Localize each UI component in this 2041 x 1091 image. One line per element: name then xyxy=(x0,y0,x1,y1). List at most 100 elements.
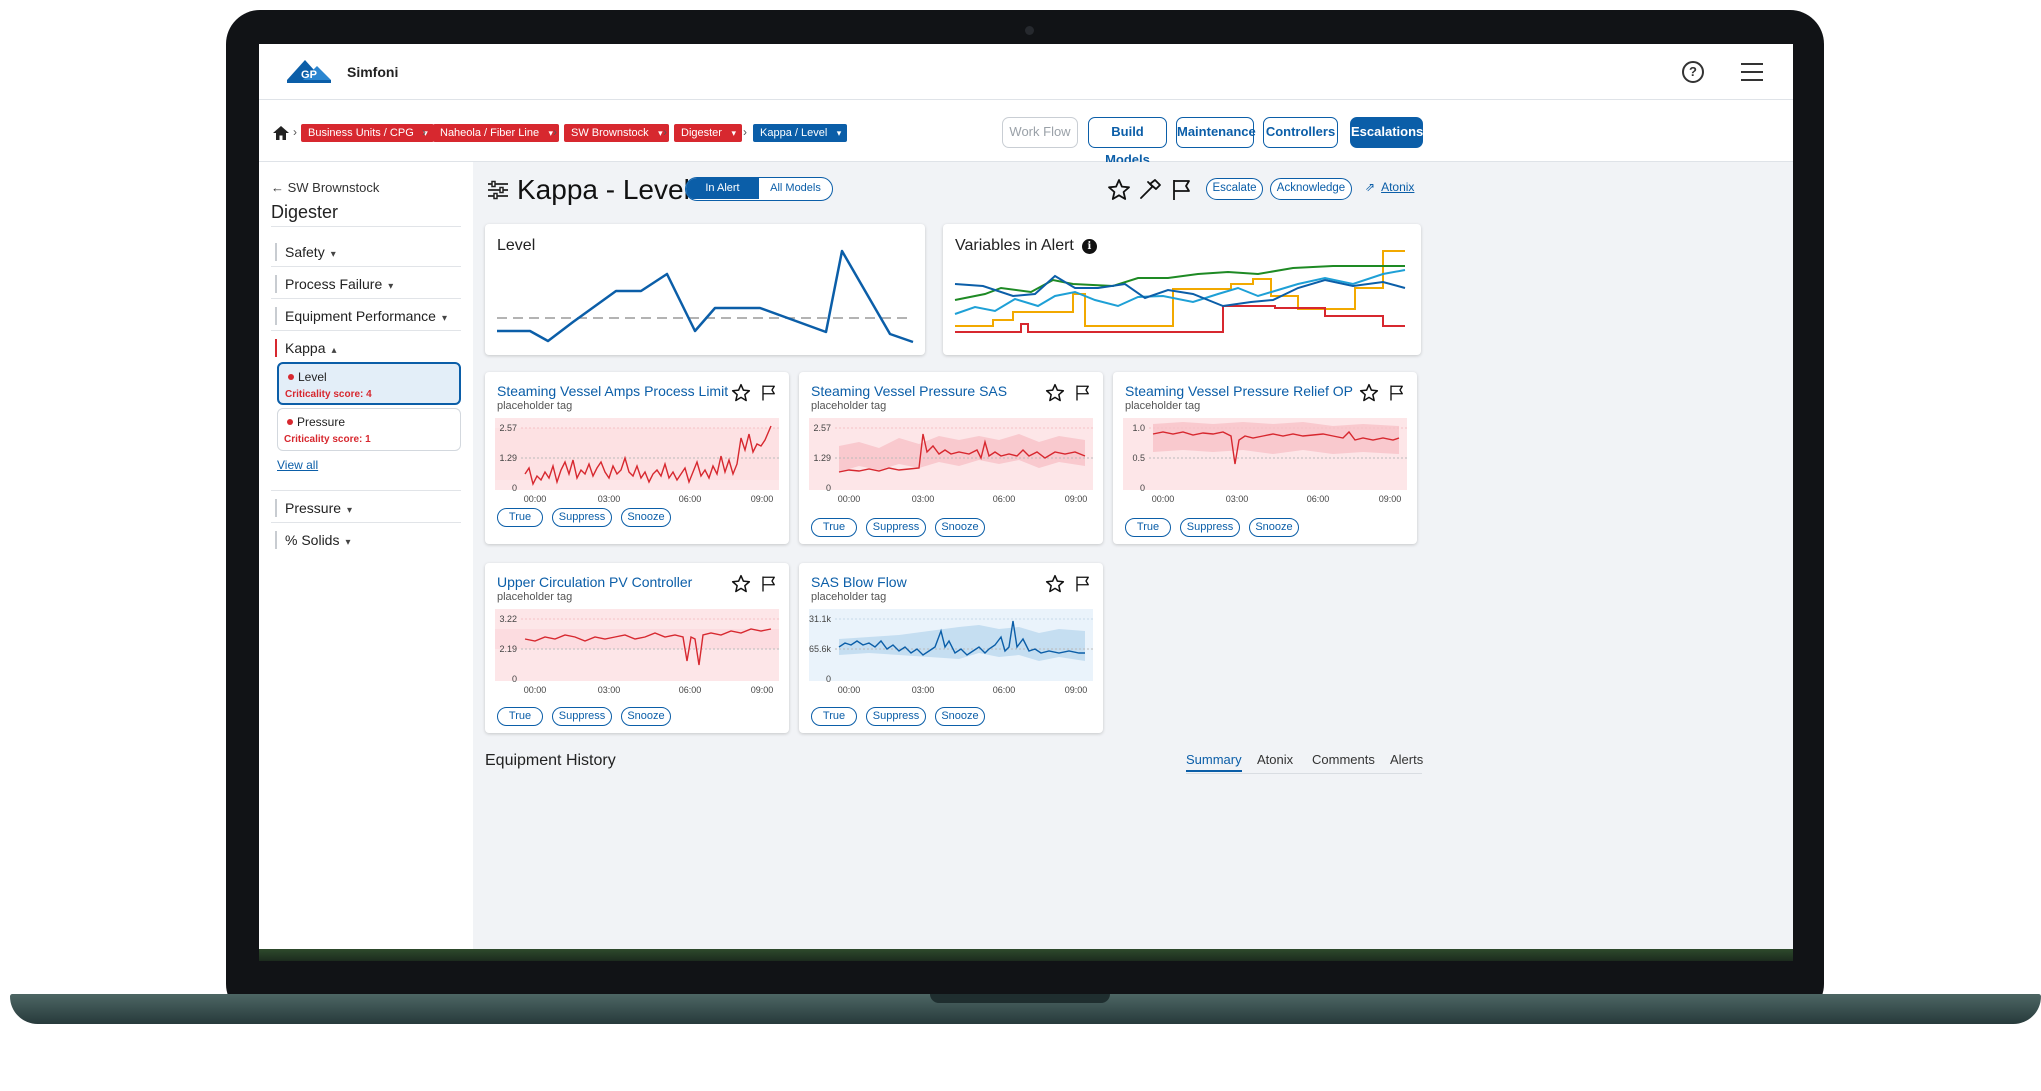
true-button[interactable]: True xyxy=(811,518,857,537)
y-tick-label: 3.22 xyxy=(499,614,517,624)
snooze-button[interactable]: Snooze xyxy=(1249,518,1299,537)
info-icon[interactable]: i xyxy=(1081,239,1097,254)
card-series-line xyxy=(838,620,1085,656)
breadcrumb-business-units[interactable]: Business Units / CPG ▾ xyxy=(301,124,434,142)
y-tick-label: 0 xyxy=(826,674,831,684)
tab-comments[interactable]: Comments xyxy=(1312,752,1375,767)
true-button[interactable]: True xyxy=(1125,518,1171,537)
atonix-link[interactable]: ⇗ Atonix xyxy=(1365,180,1415,194)
sidebar-item-pressure[interactable]: Pressure Criticality score: 1 xyxy=(277,408,461,451)
sidebar-item-level[interactable]: Level Criticality score: 4 xyxy=(277,362,461,405)
card-sparkline-chart: 3.22 2.19 0 00:00 03:00 06:00 09:00 xyxy=(495,609,779,695)
toggle-in-alert[interactable]: In Alert xyxy=(686,178,759,199)
star-icon[interactable] xyxy=(731,383,751,403)
breadcrumb-naheola[interactable]: Naheola / Fiber Line ▾ xyxy=(433,124,560,142)
snooze-button[interactable]: Snooze xyxy=(935,707,985,726)
escalate-button[interactable]: Escalate xyxy=(1206,178,1263,200)
build-models-button[interactable]: Build Models xyxy=(1088,117,1167,167)
star-icon[interactable] xyxy=(1045,574,1065,594)
flag-icon[interactable] xyxy=(1388,383,1406,403)
breadcrumb-digester[interactable]: Digester ▾ xyxy=(674,124,742,142)
series-cyan xyxy=(954,269,1406,315)
suppress-button[interactable]: Suppress xyxy=(866,518,926,537)
flag-icon[interactable] xyxy=(1074,574,1092,594)
workflow-button[interactable]: Work Flow xyxy=(1002,117,1078,148)
snooze-button[interactable]: Snooze xyxy=(935,518,985,537)
x-tick-label: 00:00 xyxy=(524,494,547,504)
snooze-button[interactable]: Snooze xyxy=(621,707,671,726)
series-blue xyxy=(954,274,1406,308)
tab-alerts[interactable]: Alerts xyxy=(1390,752,1424,767)
y-tick-label: 1.29 xyxy=(813,453,831,463)
card-title[interactable]: Steaming Vessel Pressure SAS xyxy=(811,383,1008,399)
tab-atonix[interactable]: Atonix xyxy=(1257,752,1294,767)
y-tick-label: 2.19 xyxy=(499,644,517,654)
sidebar-section-kappa[interactable]: Kappa ▴ xyxy=(275,339,337,357)
breadcrumb-sw-brownstock[interactable]: SW Brownstock ▾ xyxy=(564,124,669,142)
sidebar-section-pressure[interactable]: Pressure ▾ xyxy=(275,499,352,517)
top-bar: GP Simfoni ? xyxy=(259,44,1793,100)
flag-icon[interactable] xyxy=(760,574,778,594)
divider xyxy=(271,226,461,227)
card-title[interactable]: Upper Circulation PV Controller xyxy=(497,574,693,590)
chevron-down-icon: ▾ xyxy=(658,128,663,138)
card-sparkline-chart: 2.57 1.29 0 00:00 03:00 06:00 09:00 xyxy=(809,418,1093,504)
sidebar-section-solids[interactable]: % Solids ▾ xyxy=(275,531,351,549)
suppress-button[interactable]: Suppress xyxy=(866,707,926,726)
flag-icon[interactable] xyxy=(1170,178,1194,202)
hammer-icon[interactable] xyxy=(1138,178,1162,202)
chevron-down-icon: ▾ xyxy=(345,537,351,548)
y-tick-label: 1.29 xyxy=(499,453,517,463)
card-title[interactable]: SAS Blow Flow xyxy=(811,574,907,590)
star-icon[interactable] xyxy=(1359,383,1379,403)
sidebar-section-safety[interactable]: Safety ▾ xyxy=(275,243,336,261)
alert-card: Steaming Vessel Amps Process Limit place… xyxy=(485,372,789,544)
card-tag: placeholder tag xyxy=(811,400,887,412)
level-series-line xyxy=(497,249,914,344)
level-chart-panel: Level xyxy=(485,224,925,355)
maintenance-button[interactable]: Maintenance xyxy=(1176,117,1256,148)
back-link[interactable]: ← SW Brownstock xyxy=(271,180,380,195)
chevron-up-icon: ▴ xyxy=(331,345,337,356)
controllers-button[interactable]: Controllers xyxy=(1263,117,1338,148)
page-title: Kappa - Level xyxy=(517,174,690,205)
tab-summary[interactable]: Summary xyxy=(1186,752,1242,772)
card-title[interactable]: Steaming Vessel Pressure Relief OP xyxy=(1125,383,1353,399)
home-icon[interactable] xyxy=(273,126,289,140)
breadcrumb-kappa-level[interactable]: Kappa / Level ▾ xyxy=(753,124,848,142)
escalations-button[interactable]: Escalations xyxy=(1350,117,1423,148)
chevron-down-icon: ▾ xyxy=(330,249,336,260)
snooze-button[interactable]: Snooze xyxy=(621,508,671,527)
flag-icon[interactable] xyxy=(760,383,778,403)
suppress-button[interactable]: Suppress xyxy=(552,707,612,726)
card-title[interactable]: Steaming Vessel Amps Process Limit xyxy=(497,383,729,399)
star-icon[interactable] xyxy=(1045,383,1065,403)
star-icon[interactable] xyxy=(731,574,751,594)
acknowledge-button[interactable]: Acknowledge xyxy=(1270,178,1352,200)
true-button[interactable]: True xyxy=(497,707,543,726)
sidebar-section-equipment-performance[interactable]: Equipment Performance ▾ xyxy=(275,307,447,325)
view-all-link[interactable]: View all xyxy=(277,458,319,472)
level-chart xyxy=(497,249,914,344)
sliders-icon[interactable] xyxy=(487,180,509,200)
sidebar-section-process-failure[interactable]: Process Failure ▾ xyxy=(275,275,393,293)
alert-filter-toggle: In Alert All Models xyxy=(685,177,833,201)
true-button[interactable]: True xyxy=(811,707,857,726)
card-sparkline-chart: 2.57 1.29 0 00:00 03:00 06:00 09:00 xyxy=(495,416,779,504)
help-icon[interactable]: ? xyxy=(1682,61,1704,83)
card-series-line xyxy=(524,628,772,666)
suppress-button[interactable]: Suppress xyxy=(552,508,612,527)
x-tick-label: 03:00 xyxy=(598,494,621,504)
alert-card: Upper Circulation PV Controller placehol… xyxy=(485,563,789,733)
card-tag: placeholder tag xyxy=(497,591,573,603)
star-icon[interactable] xyxy=(1107,178,1131,202)
y-tick-label: 2.57 xyxy=(813,423,831,433)
y-tick-label: 65.6k xyxy=(809,644,831,654)
true-button[interactable]: True xyxy=(497,508,543,527)
flag-icon[interactable] xyxy=(1074,383,1092,403)
suppress-button[interactable]: Suppress xyxy=(1180,518,1240,537)
gp-logo-icon[interactable]: GP xyxy=(285,56,341,88)
toggle-all-models[interactable]: All Models xyxy=(770,182,821,194)
hamburger-menu-icon[interactable] xyxy=(1741,63,1763,81)
level-chart-title: Level xyxy=(497,237,536,254)
